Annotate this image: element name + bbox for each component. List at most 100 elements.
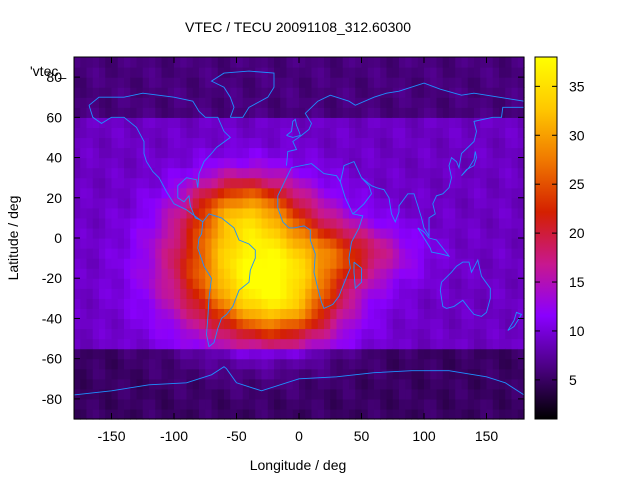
heatmap-cell xyxy=(355,87,363,98)
heatmap-cell xyxy=(449,97,456,108)
heatmap-cell xyxy=(80,87,88,98)
heatmap-cell xyxy=(124,338,131,350)
heatmap-cell xyxy=(149,328,156,340)
heatmap-cell xyxy=(511,197,519,209)
heatmap-cell xyxy=(430,318,438,330)
heatmap-cell xyxy=(380,408,388,420)
heatmap-cell xyxy=(449,278,456,289)
heatmap-cell xyxy=(480,77,488,88)
heatmap-cell xyxy=(155,197,163,209)
heatmap-cell xyxy=(274,137,281,149)
heatmap-cell xyxy=(449,248,456,259)
heatmap-cell xyxy=(174,117,181,128)
heatmap-cell xyxy=(136,408,144,420)
heatmap-cell xyxy=(99,358,106,370)
heatmap-cell xyxy=(367,338,375,350)
heatmap-cell xyxy=(186,97,194,108)
heatmap-cell xyxy=(455,97,463,108)
heatmap-cell xyxy=(242,298,250,309)
heatmap-cell xyxy=(317,338,325,350)
heatmap-cell xyxy=(380,378,388,390)
heatmap-cell xyxy=(324,318,331,330)
coastline xyxy=(507,311,523,331)
heatmap-cell xyxy=(111,137,119,149)
heatmap-cell xyxy=(249,268,256,279)
heatmap-cell xyxy=(480,147,488,159)
heatmap-cell xyxy=(461,238,469,249)
heatmap-cell xyxy=(130,107,138,118)
heatmap-cell xyxy=(149,338,156,350)
heatmap-cell xyxy=(342,227,350,239)
heatmap-cell xyxy=(486,348,494,360)
heatmap-cell xyxy=(286,268,294,279)
heatmap-cell xyxy=(242,57,250,68)
heatmap-cell xyxy=(336,127,344,139)
heatmap-cell xyxy=(436,238,444,249)
heatmap-cell xyxy=(274,368,281,380)
heatmap-cell xyxy=(467,57,475,68)
heatmap-cell xyxy=(255,328,263,340)
heatmap-cell xyxy=(224,338,231,350)
heatmap-cell xyxy=(236,368,244,380)
heatmap-cell xyxy=(417,207,425,219)
heatmap-cell xyxy=(105,358,113,370)
heatmap-cell xyxy=(167,248,175,259)
heatmap-cell xyxy=(217,117,225,128)
heatmap-cell xyxy=(224,328,231,340)
heatmap-cell xyxy=(442,318,450,330)
heatmap-cell xyxy=(411,358,419,370)
heatmap-cell xyxy=(242,248,250,259)
heatmap-cell xyxy=(324,298,331,309)
heatmap-cell xyxy=(155,97,163,108)
heatmap-cell xyxy=(361,107,369,118)
heatmap-cell xyxy=(436,197,444,209)
heatmap-cell xyxy=(149,77,156,88)
heatmap-cell xyxy=(430,238,438,249)
heatmap-cell xyxy=(355,408,363,420)
heatmap-cell xyxy=(161,167,169,179)
heatmap-cell xyxy=(442,197,450,209)
heatmap-cell xyxy=(136,338,144,350)
heatmap-cell xyxy=(74,248,81,259)
heatmap-cell xyxy=(305,318,313,330)
y-tick-label: 80 xyxy=(46,69,62,85)
heatmap-cell xyxy=(161,117,169,128)
heatmap-cell xyxy=(142,328,150,340)
heatmap-cell xyxy=(305,378,313,390)
heatmap-cell xyxy=(180,167,188,179)
heatmap-cell xyxy=(311,298,319,309)
heatmap-cell xyxy=(342,348,350,360)
heatmap-cell xyxy=(299,87,306,98)
heatmap-cell xyxy=(367,248,375,259)
heatmap-cell xyxy=(230,177,238,189)
heatmap-cell xyxy=(474,358,481,370)
heatmap-cell xyxy=(130,328,138,340)
heatmap-cell xyxy=(455,398,463,410)
heatmap-cell xyxy=(124,388,131,400)
heatmap-cell xyxy=(461,67,469,78)
heatmap-cell xyxy=(474,87,481,98)
heatmap-cell xyxy=(442,57,450,68)
heatmap-cell xyxy=(449,77,456,88)
heatmap-cell xyxy=(499,338,506,350)
heatmap-cell xyxy=(399,298,406,309)
heatmap-cell xyxy=(267,77,275,88)
heatmap-cell xyxy=(292,388,300,400)
heatmap-cell xyxy=(461,87,469,98)
heatmap-cell xyxy=(342,388,350,400)
heatmap-cell xyxy=(286,117,294,128)
heatmap-cell xyxy=(92,97,100,108)
heatmap-cell xyxy=(117,157,125,169)
heatmap-cell xyxy=(511,278,519,289)
heatmap-cell xyxy=(305,197,313,209)
heatmap-cell xyxy=(136,298,144,309)
heatmap-cell xyxy=(417,238,425,249)
heatmap-cell xyxy=(286,77,294,88)
heatmap-cell xyxy=(324,358,331,370)
heatmap-cell xyxy=(261,268,269,279)
heatmap-cell xyxy=(249,227,256,239)
heatmap-cell xyxy=(436,127,444,139)
heatmap-cell xyxy=(299,288,306,299)
heatmap-cell xyxy=(305,227,313,239)
heatmap-cell xyxy=(299,408,306,420)
